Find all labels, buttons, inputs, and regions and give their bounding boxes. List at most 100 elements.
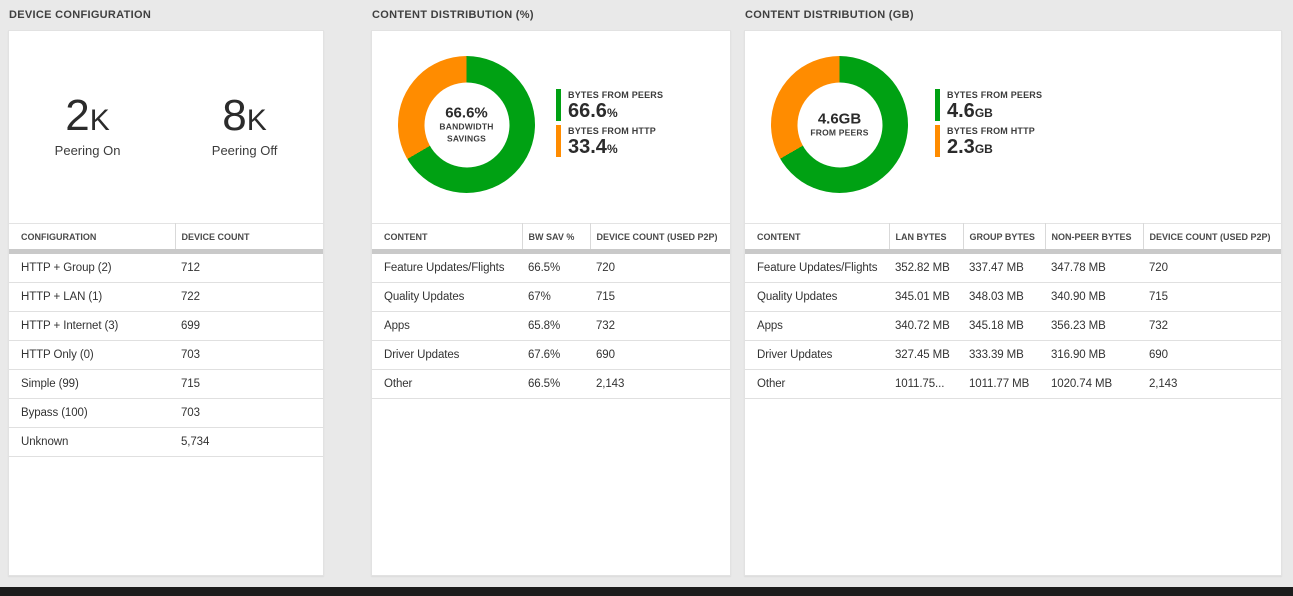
panel-title-content-distribution-gb: CONTENT DISTRIBUTION (GB) <box>745 9 914 21</box>
table-row[interactable]: Quality Updates 345.01 MB 348.03 MB 340.90 … <box>745 282 1281 312</box>
table-cell: 690 <box>590 340 730 370</box>
table-cell: 5,734 <box>175 427 323 457</box>
stat-suffix: K <box>246 104 267 137</box>
donut-center-label: 4.6GB FROM PEERS <box>797 82 882 167</box>
stat-suffix: K <box>89 104 110 137</box>
table-row[interactable]: HTTP + Internet (3) 699 <box>9 311 323 341</box>
panel-title-device-configuration: DEVICE CONFIGURATION <box>9 9 152 21</box>
table-row[interactable]: Feature Updates/Flights 352.82 MB 337.47 M… <box>745 251 1281 283</box>
table-cell: 2,143 <box>590 369 730 399</box>
legend-swatch-peers <box>556 89 561 121</box>
legend-unit: GB <box>974 142 993 156</box>
table-cell: 347.78 MB <box>1045 251 1143 283</box>
legend-item-bytes-from-http: BYTES FROM HTTP 33.4% <box>556 125 663 159</box>
table-cell: 720 <box>590 251 730 283</box>
table-cell: Apps <box>745 311 889 341</box>
table-cell: 715 <box>590 282 730 312</box>
table-cell: Quality Updates <box>745 282 889 312</box>
table-cell: 356.23 MB <box>1045 311 1143 341</box>
table-row[interactable]: Quality Updates 67% 715 <box>372 282 730 312</box>
legend-item-bytes-from-peers: BYTES FROM PEERS 66.6% <box>556 89 663 123</box>
donut-center-subtext: SAVINGS <box>446 133 487 143</box>
legend-text: BYTES FROM HTTP 2.3GB <box>947 125 1035 159</box>
table-cell: 67% <box>522 282 590 312</box>
table-cell: 352.82 MB <box>889 251 963 283</box>
table-header-row: CONTENT LAN BYTES GROUP BYTES NON-PEER BYTE… <box>745 223 1281 254</box>
table-cell: HTTP + Internet (3) <box>9 311 175 341</box>
table-cell: 337.47 MB <box>963 251 1045 283</box>
table-row[interactable]: Bypass (100) 703 <box>9 398 323 428</box>
panel-title-content-distribution-pct: CONTENT DISTRIBUTION (%) <box>372 9 534 21</box>
table-row[interactable]: Simple (99) 715 <box>9 369 323 399</box>
legend-swatch-http <box>556 125 561 157</box>
table-cell: 345.01 MB <box>889 282 963 312</box>
bandwidth-savings-donut-chart[interactable]: 66.6% BANDWIDTH SAVINGS <box>398 56 535 193</box>
table-cell: Bypass (100) <box>9 398 175 428</box>
table-cell: 1011.77 MB <box>963 369 1045 399</box>
table-cell: 2,143 <box>1143 369 1281 399</box>
table-cell: Driver Updates <box>745 340 889 370</box>
table-row[interactable]: Driver Updates 67.6% 690 <box>372 340 730 370</box>
device-configuration-card: 2K Peering On 8K Peering Off CONFIGURATI… <box>8 30 324 576</box>
stat-peering-on-label: Peering On <box>54 143 121 158</box>
column-header: CONTENT <box>372 223 523 254</box>
legend-item-bytes-from-peers: BYTES FROM PEERS 4.6GB <box>935 89 1042 123</box>
table-cell: 715 <box>175 369 323 399</box>
table-cell: HTTP + Group (2) <box>9 251 175 283</box>
bytes-from-peers-donut-chart[interactable]: 4.6GB FROM PEERS <box>771 56 908 193</box>
legend-swatch-http <box>935 125 940 157</box>
table-row[interactable]: Other 1011.75... 1011.77 MB 1020.74 MB 2,143 <box>745 369 1281 399</box>
legend-unit: % <box>606 106 618 120</box>
table-header-row: CONTENT BW SAV % DEVICE COUNT (USED P2P) <box>372 223 730 254</box>
column-header: BW SAV % <box>522 223 591 254</box>
legend-value: 2.3GB <box>947 136 1035 159</box>
table-cell: 715 <box>1143 282 1281 312</box>
table-row[interactable]: Apps 340.72 MB 345.18 MB 356.23 MB 732 <box>745 311 1281 341</box>
table-cell: 699 <box>175 311 323 341</box>
table-cell: 720 <box>1143 251 1281 283</box>
table-cell: Apps <box>372 311 522 341</box>
column-header: DEVICE COUNT (USED P2P) <box>1143 223 1281 254</box>
stat-number: 8 <box>222 91 247 140</box>
column-header: LAN BYTES <box>889 223 964 254</box>
donut-center-label: 66.6% BANDWIDTH SAVINGS <box>424 82 509 167</box>
legend-item-bytes-from-http: BYTES FROM HTTP 2.3GB <box>935 125 1042 159</box>
table-row[interactable]: HTTP + Group (2) 712 <box>9 251 323 283</box>
table-row[interactable]: Apps 65.8% 732 <box>372 311 730 341</box>
legend-text: BYTES FROM HTTP 33.4% <box>568 125 656 159</box>
donut-center-subtext: FROM PEERS <box>810 127 869 138</box>
legend-text: BYTES FROM PEERS 4.6GB <box>947 89 1042 123</box>
table-row[interactable]: Other 66.5% 2,143 <box>372 369 730 399</box>
device-configuration-table: CONFIGURATION DEVICE COUNT HTTP + Group (2… <box>9 223 323 457</box>
table-header-row: CONFIGURATION DEVICE COUNT <box>9 223 323 254</box>
table-cell: 327.45 MB <box>889 340 963 370</box>
donut-center-subtext: BANDWIDTH <box>439 121 494 132</box>
table-cell: 340.72 MB <box>889 311 963 341</box>
taskbar-strip <box>0 587 1293 596</box>
table-cell: Unknown <box>9 427 175 457</box>
legend-label: BYTES FROM HTTP <box>947 126 1035 136</box>
table-cell: 690 <box>1143 340 1281 370</box>
table-row[interactable]: Unknown 5,734 <box>9 427 323 457</box>
content-distribution-gb-table: CONTENT LAN BYTES GROUP BYTES NON-PEER BYTE… <box>745 223 1281 399</box>
legend-value: 33.4% <box>568 136 656 159</box>
table-cell: 345.18 MB <box>963 311 1045 341</box>
stat-peering-on[interactable]: 2K Peering On <box>54 94 121 159</box>
table-row[interactable]: HTTP + LAN (1) 722 <box>9 282 323 312</box>
pct-legend: BYTES FROM PEERS 66.6% BYTES FROM HTTP 3… <box>556 89 663 161</box>
legend-unit: % <box>606 142 618 156</box>
stat-peering-off[interactable]: 8K Peering Off <box>211 91 278 159</box>
table-row[interactable]: HTTP Only (0) 703 <box>9 340 323 370</box>
table-row[interactable]: Feature Updates/Flights 66.5% 720 <box>372 251 730 283</box>
legend-value: 4.6GB <box>947 100 1042 123</box>
table-cell: 1020.74 MB <box>1045 369 1143 399</box>
table-cell: HTTP + LAN (1) <box>9 282 175 312</box>
column-header: DEVICE COUNT (USED P2P) <box>590 223 730 254</box>
table-cell: Driver Updates <box>372 340 522 370</box>
legend-swatch-peers <box>935 89 940 121</box>
legend-unit: GB <box>974 106 993 120</box>
legend-label: BYTES FROM HTTP <box>568 126 656 136</box>
table-row[interactable]: Driver Updates 327.45 MB 333.39 MB 316.90 M… <box>745 340 1281 370</box>
table-cell: 333.39 MB <box>963 340 1045 370</box>
stat-peering-off-label: Peering Off <box>211 143 278 158</box>
